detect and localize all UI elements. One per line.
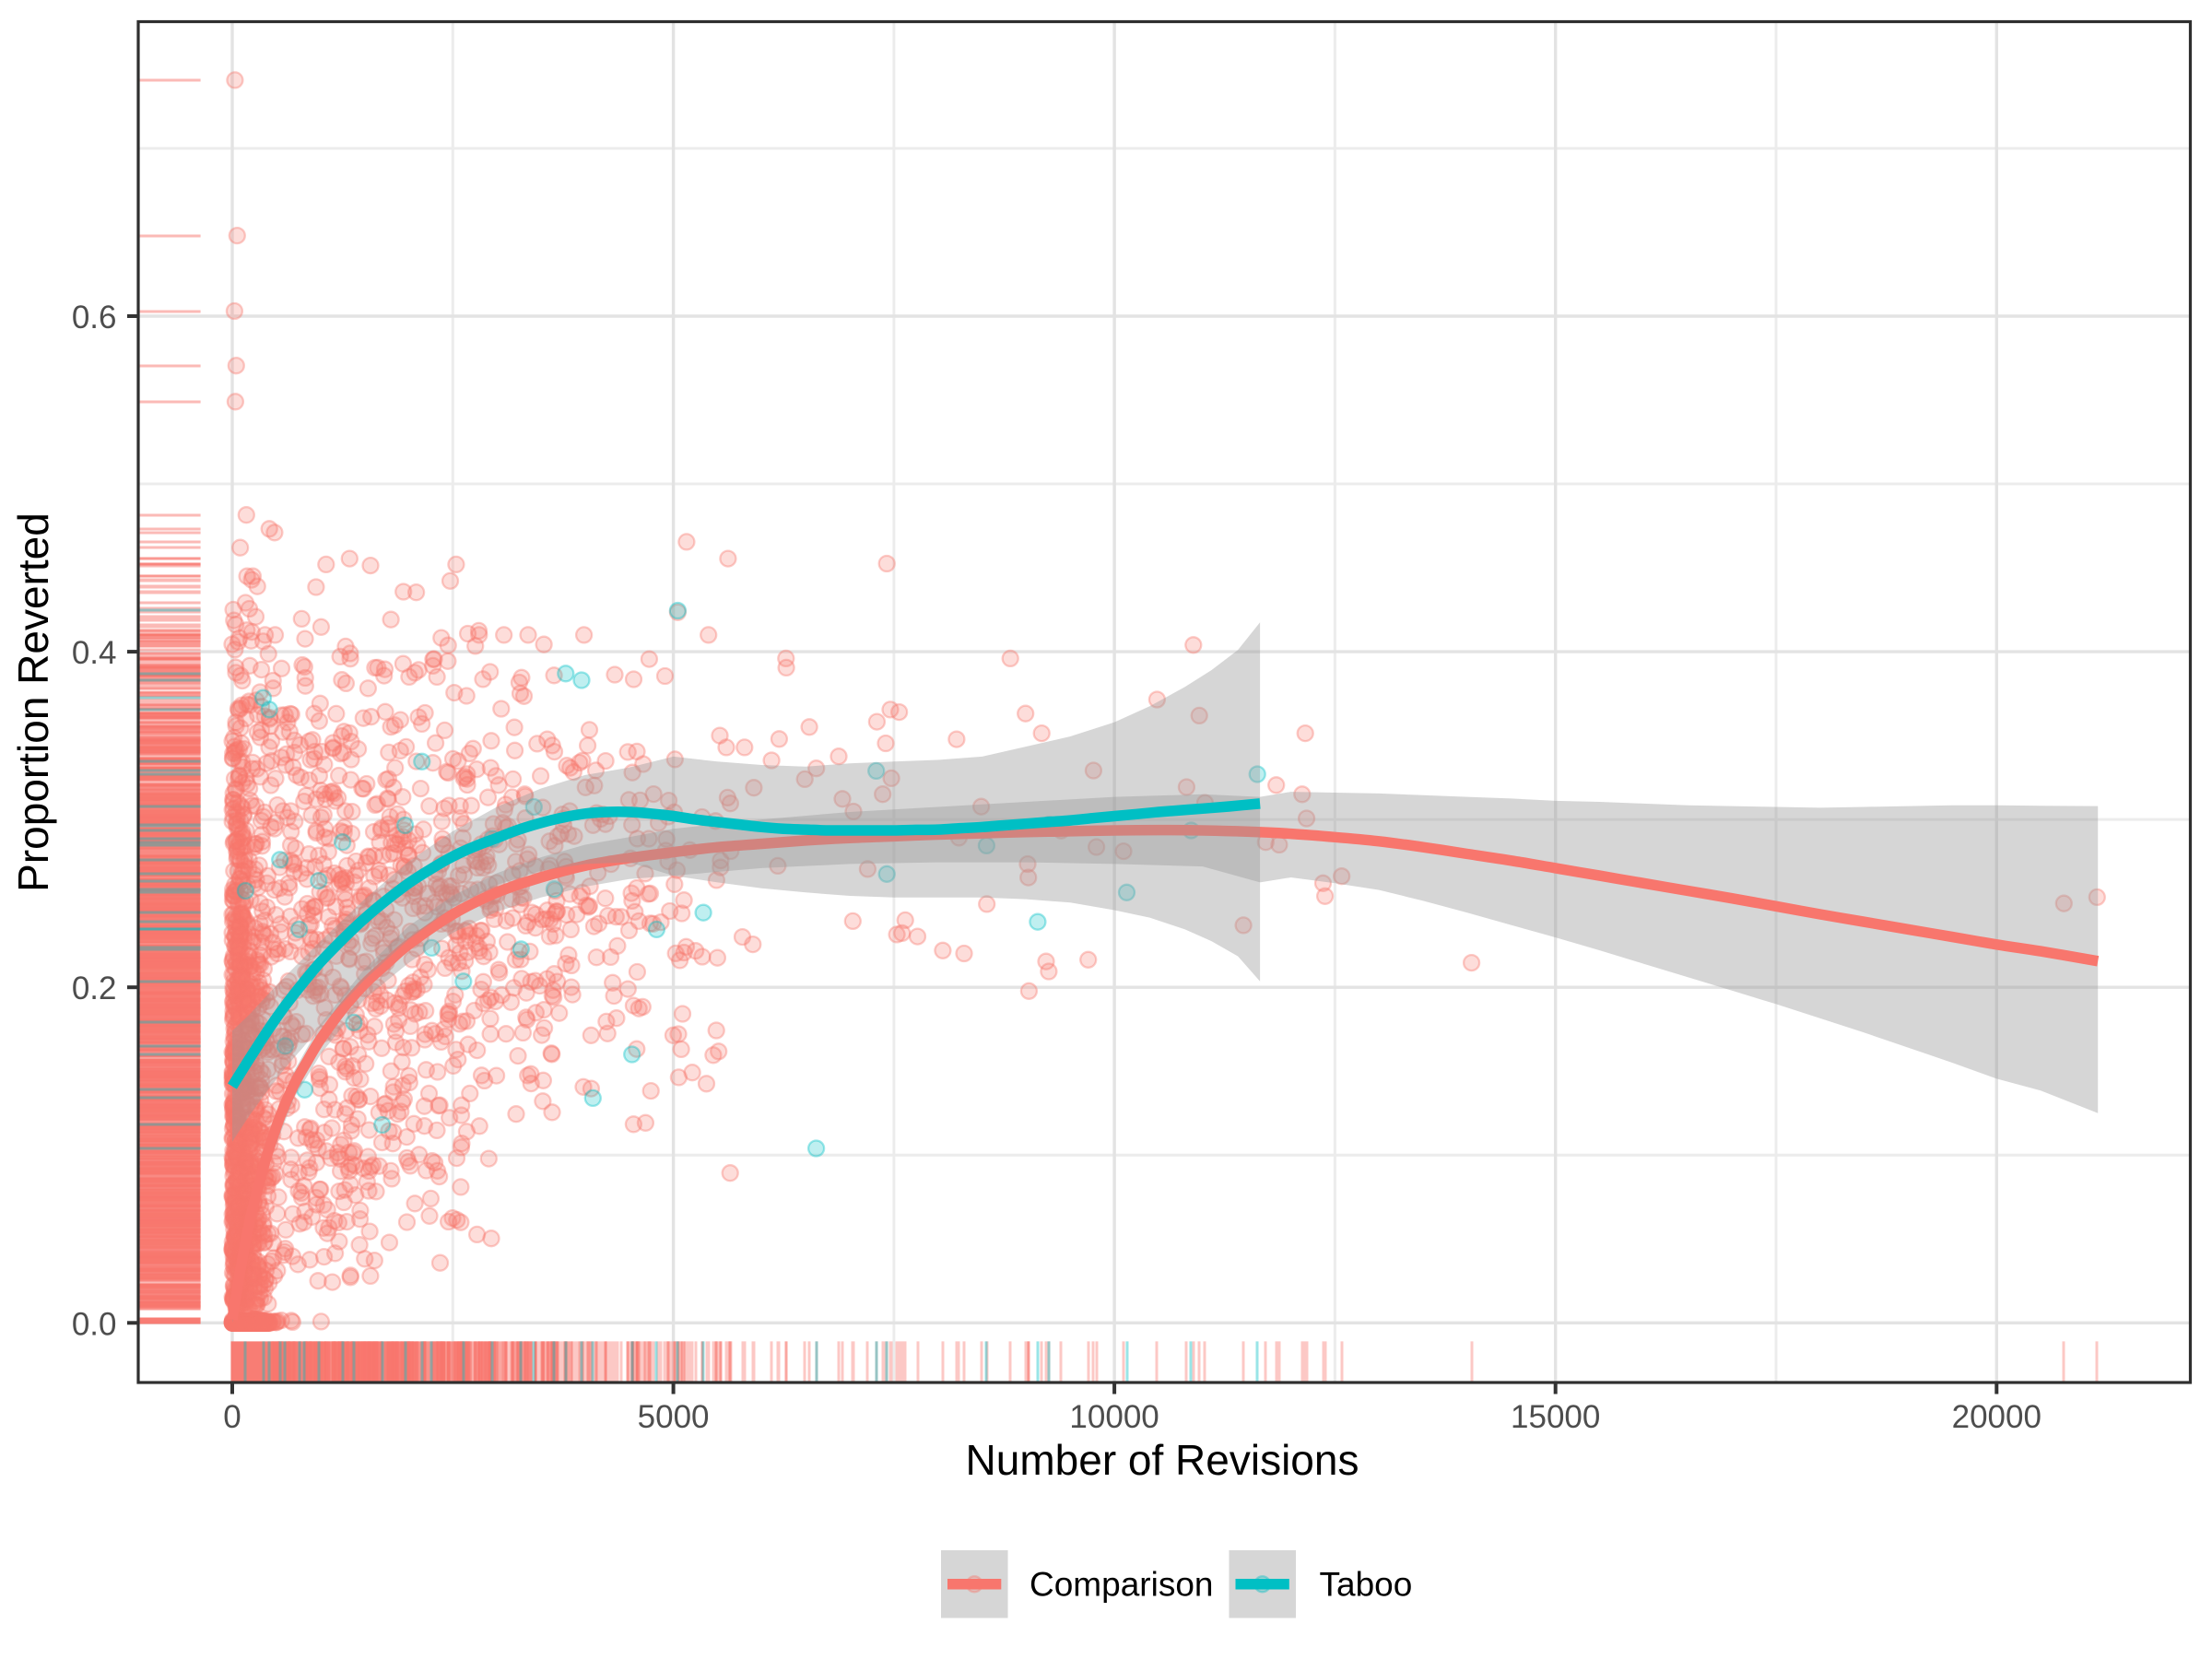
svg-text:0.2: 0.2 — [72, 971, 117, 1006]
svg-text:Number of Revisions: Number of Revisions — [966, 1436, 1359, 1484]
svg-text:Proportion Reverted: Proportion Reverted — [9, 512, 57, 892]
svg-text:0.6: 0.6 — [72, 300, 117, 335]
svg-text:0.4: 0.4 — [72, 635, 117, 671]
svg-text:20000: 20000 — [1952, 1399, 2041, 1435]
svg-text:Taboo: Taboo — [1320, 1566, 1413, 1604]
svg-text:15000: 15000 — [1511, 1399, 1600, 1435]
svg-text:5000: 5000 — [638, 1399, 710, 1435]
svg-text:0: 0 — [223, 1399, 241, 1435]
svg-text:10000: 10000 — [1069, 1399, 1159, 1435]
svg-text:Comparison: Comparison — [1030, 1566, 1213, 1604]
svg-text:0.0: 0.0 — [72, 1306, 117, 1342]
